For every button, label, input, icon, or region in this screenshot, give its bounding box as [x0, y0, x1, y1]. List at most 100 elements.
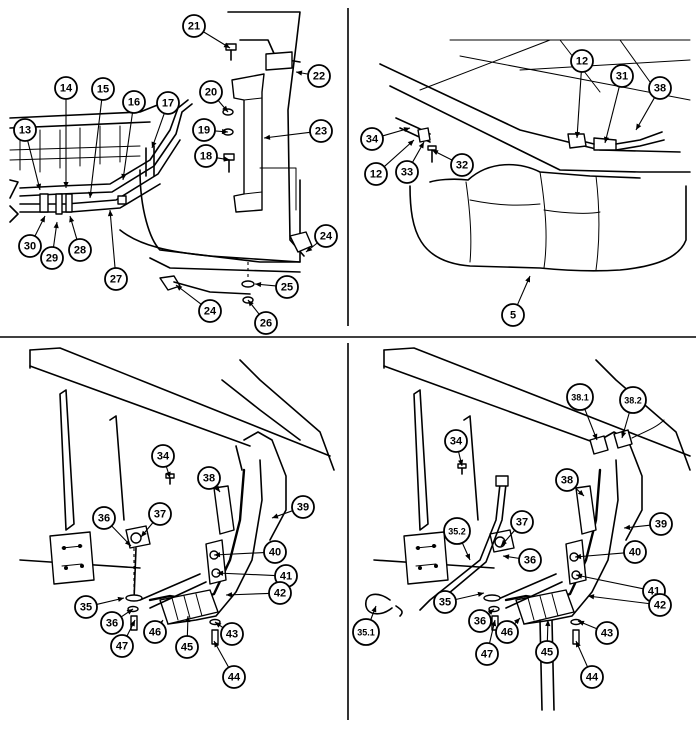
callout-balloon [352, 618, 380, 646]
callout-label: 36 [98, 513, 110, 525]
callout-arrowhead [255, 281, 262, 288]
callout-balloon [275, 275, 299, 299]
callout-label: 16 [128, 97, 140, 109]
callout-label: 35.2 [448, 527, 466, 537]
callout-balloon [68, 238, 92, 262]
callout-leader [27, 140, 41, 191]
callout-balloon [510, 510, 534, 534]
callout-arrowhead [248, 300, 254, 307]
callout-label: 44 [586, 672, 599, 684]
callout-label: 34 [157, 451, 170, 463]
callout-label: 20 [205, 87, 217, 99]
callout-balloon [74, 595, 98, 619]
callout-arrowhead [514, 618, 520, 625]
callout-arrowhead [214, 641, 220, 648]
callout-balloon [151, 444, 175, 468]
callout-balloon [433, 590, 457, 614]
callout-label: 39 [655, 519, 667, 531]
callout-leader [587, 595, 650, 605]
callout-label: 43 [226, 629, 238, 641]
callout-leader [89, 99, 103, 199]
callout-label: 21 [188, 21, 200, 33]
callout-label: 5 [510, 310, 516, 322]
callout-balloon [309, 119, 333, 143]
callout-balloon [104, 267, 128, 291]
callout-balloon [475, 642, 499, 666]
callout-balloon [194, 144, 218, 168]
panel-top-left-drawing [9, 11, 313, 304]
callout-leader [216, 572, 276, 577]
callout-arrowhead [458, 459, 464, 466]
callout-label: 35 [439, 597, 451, 609]
callout-balloon [619, 386, 647, 414]
callout-balloon [263, 540, 287, 564]
callout-arrowhead [117, 596, 124, 602]
callout-balloon [443, 517, 471, 545]
callout-arrowhead [151, 141, 157, 148]
callout-label: 26 [260, 318, 272, 330]
callout-balloon [192, 118, 216, 142]
callout-arrowhead [141, 530, 147, 537]
callout-label: 22 [313, 71, 325, 83]
callout-leader [213, 551, 265, 556]
callout-label: 12 [370, 169, 382, 181]
callout-balloon [110, 634, 134, 658]
callout-arrowhead [223, 156, 230, 162]
callout-arrowhead [578, 620, 585, 626]
callout-arrowhead [503, 554, 510, 560]
callout-label: 38.1 [571, 393, 589, 403]
callout-balloon [518, 548, 542, 572]
callout-leader [574, 552, 625, 558]
callout-leader [576, 71, 582, 139]
callout-balloon [222, 665, 246, 689]
callout-label: 23 [315, 126, 327, 138]
callout-label: 45 [181, 642, 193, 654]
callout-arrowhead [36, 183, 42, 190]
callout-arrowhead [592, 433, 598, 440]
callout-arrowhead [306, 246, 313, 252]
callout-arrowhead [176, 285, 183, 291]
callout-arrowhead [165, 471, 171, 478]
callout-balloon [268, 581, 292, 605]
callout-label: 32 [456, 160, 468, 172]
callout-balloon [570, 49, 594, 73]
callout-balloon [199, 80, 223, 104]
callout-arrowhead [107, 210, 114, 217]
callout-arrowhead [214, 485, 220, 492]
callout-arrowhead [272, 513, 279, 519]
callout-label: 38 [654, 83, 666, 95]
callout-arrowhead [575, 553, 582, 560]
callout-label: 31 [616, 71, 628, 83]
callout-label: 46 [149, 627, 161, 639]
callout-arrowhead [121, 173, 127, 180]
callout-label: 38 [203, 473, 215, 485]
callout-balloon [649, 512, 673, 536]
callout-layer: 21 22 20 19 23 18 14 15 16 17 13 30 29 28 27 24 24 25 26 12… [13, 14, 673, 689]
callout-label: 36 [524, 555, 536, 567]
callout-arrowhead [501, 539, 507, 546]
callout-arrowhead [215, 622, 222, 628]
callout-leader [151, 113, 165, 149]
callout-arrowhead [185, 616, 191, 623]
callout-arrowhead [223, 42, 230, 48]
callout-arrowhead [124, 539, 131, 546]
callout-arrowhead [221, 128, 228, 135]
callout-label: 47 [481, 649, 493, 661]
callout-label: 35.1 [357, 628, 375, 638]
callout-label: 36 [474, 616, 486, 628]
callout-leader [122, 112, 134, 181]
callout-balloon [468, 609, 492, 633]
callout-label: 24 [320, 231, 333, 243]
callout-label: 46 [501, 627, 513, 639]
callout-balloon [13, 118, 37, 142]
callout-label: 15 [97, 84, 109, 96]
callout-balloon [444, 429, 468, 453]
callout-label: 28 [74, 245, 86, 257]
callout-balloon [54, 76, 78, 100]
callout-arrowhead [636, 123, 642, 130]
callout-arrowhead [621, 431, 627, 438]
callout-balloon [360, 127, 384, 151]
callout-balloon [307, 64, 331, 88]
callout-arrowhead [576, 641, 581, 648]
callout-balloon [143, 620, 167, 644]
